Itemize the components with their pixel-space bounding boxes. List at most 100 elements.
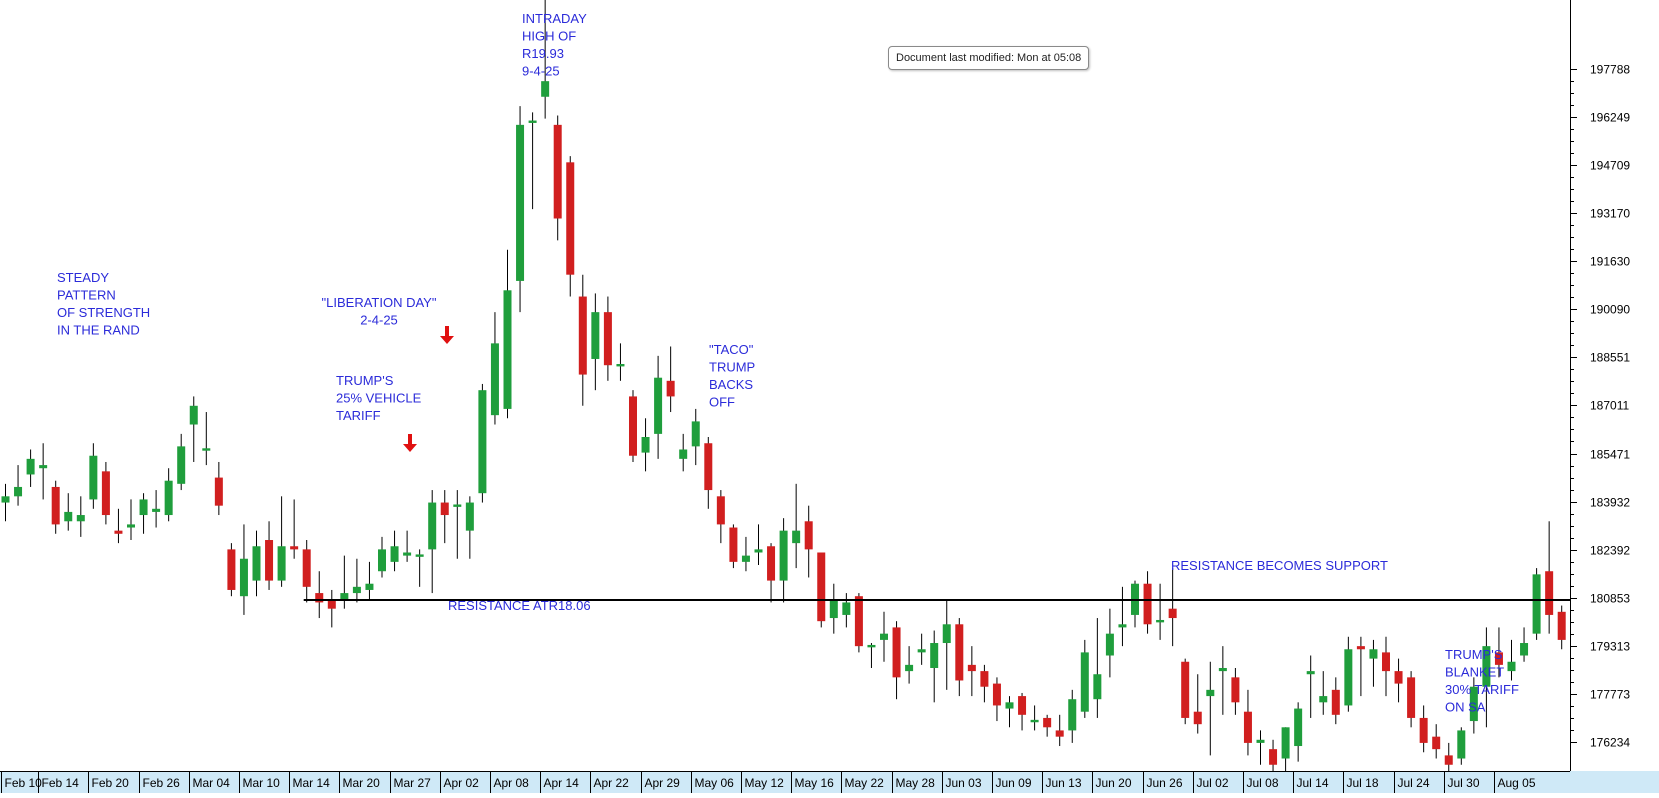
candle xyxy=(1494,627,1503,678)
candle xyxy=(967,646,976,697)
candle xyxy=(1331,677,1340,725)
price-tick-label: 191630 xyxy=(1590,255,1630,269)
candle xyxy=(453,490,462,559)
arrow-head xyxy=(403,444,417,452)
candle-body xyxy=(779,530,788,581)
candle xyxy=(327,589,336,628)
candle xyxy=(528,112,537,210)
candle xyxy=(666,346,675,413)
candle-body xyxy=(892,627,901,678)
annotation-vehicle: TRUMP'S 25% VEHICLE TARIFF xyxy=(336,373,422,423)
candle xyxy=(490,312,499,425)
candle-body xyxy=(967,664,976,672)
candle xyxy=(591,293,600,391)
candle-body xyxy=(955,624,964,681)
candle-body xyxy=(365,583,374,590)
candle-body xyxy=(1281,727,1290,759)
price-tick-label: 183932 xyxy=(1590,496,1630,510)
candle xyxy=(955,618,964,697)
annotation-line: BACKS xyxy=(709,377,753,392)
candle xyxy=(892,621,901,700)
candle-body xyxy=(1093,674,1102,700)
annotation-line: RESISTANCE ATR18.06 xyxy=(448,598,591,613)
candle xyxy=(252,530,261,597)
candle xyxy=(277,496,286,587)
date-tick-label: Apr 14 xyxy=(544,776,580,790)
candle xyxy=(1444,742,1453,771)
annotation-steady: STEADY PATTERN OF STRENGTH IN THE RAND xyxy=(57,270,150,338)
annotation-support: RESISTANCE BECOMES SUPPORT xyxy=(1171,558,1388,573)
date-tick-label: Feb 20 xyxy=(92,776,130,790)
candle xyxy=(880,611,888,662)
candle-body xyxy=(139,499,148,516)
candle-body xyxy=(1143,583,1152,625)
candle xyxy=(76,496,85,537)
candle-body xyxy=(1545,571,1554,615)
candle xyxy=(917,633,926,665)
candle-body xyxy=(729,527,738,562)
candle-body xyxy=(1344,649,1353,706)
date-tick-label: Jul 18 xyxy=(1347,776,1379,790)
candle-body xyxy=(767,546,776,581)
candle-body xyxy=(290,546,299,550)
date-tick-label: Feb 10 xyxy=(5,776,43,790)
candle-body xyxy=(867,644,876,648)
date-tick-label: Jul 30 xyxy=(1448,776,1480,790)
candle-body xyxy=(1294,708,1303,747)
candle xyxy=(352,558,361,603)
candle xyxy=(1356,636,1365,697)
candle-body xyxy=(89,455,98,500)
candle-body xyxy=(1432,736,1441,750)
candle-body xyxy=(930,643,939,668)
annotation-intraday: INTRADAY HIGH OF R19.93 9-4-25 xyxy=(522,11,587,79)
date-tick-label: May 12 xyxy=(745,776,785,790)
candle-body xyxy=(315,593,324,603)
annotation-line: "LIBERATION DAY" xyxy=(322,295,437,310)
candle-body xyxy=(1507,661,1516,672)
price-tick-label: 187011 xyxy=(1590,399,1629,413)
candle-body xyxy=(1469,686,1478,722)
candle-body xyxy=(541,81,550,97)
candle-body xyxy=(1319,696,1328,703)
candle-body xyxy=(352,586,361,594)
candle-body xyxy=(202,448,211,451)
candle xyxy=(365,561,374,600)
price-tick-label: 185471 xyxy=(1590,448,1630,462)
arrow-shaft xyxy=(445,326,449,337)
candle xyxy=(302,540,311,603)
date-tick-label: Apr 22 xyxy=(594,776,630,790)
annotation-liberation: "LIBERATION DAY" 2-4-25 xyxy=(322,295,437,328)
candle xyxy=(1231,667,1240,715)
date-tick-label: Apr 08 xyxy=(494,776,530,790)
down-arrow-icon xyxy=(403,434,417,452)
candle xyxy=(1,483,10,522)
candle-body xyxy=(754,549,763,553)
candle xyxy=(51,480,60,534)
candle xyxy=(39,443,48,500)
candle-body xyxy=(1118,624,1127,628)
annotation-line: PATTERN xyxy=(57,288,116,303)
candle xyxy=(390,530,399,572)
candle xyxy=(465,496,474,559)
candle-body xyxy=(114,530,123,534)
candle xyxy=(804,505,813,578)
candle xyxy=(403,530,412,562)
candle-body xyxy=(465,502,474,531)
date-tick-label: Mar 04 xyxy=(193,776,231,790)
candle xyxy=(290,499,299,559)
date-axis: Feb 10 Feb 14 Feb 20 Feb 26 Mar 04 Mar 10 Mar … xyxy=(0,771,1659,793)
candle-body xyxy=(817,552,826,622)
candle xyxy=(1256,730,1265,765)
candle-body xyxy=(1068,699,1077,731)
candle xyxy=(754,524,763,565)
candle xyxy=(177,433,186,491)
date-tick-label: Jun 09 xyxy=(996,776,1032,790)
candle xyxy=(1545,521,1554,634)
date-tick-label: May 06 xyxy=(695,776,735,790)
date-tick-label: May 22 xyxy=(845,776,885,790)
annotation-line: OF STRENGTH xyxy=(57,305,150,320)
arrow-shaft xyxy=(408,434,412,445)
candle xyxy=(1382,636,1390,697)
candle xyxy=(817,552,826,628)
candle xyxy=(553,115,562,241)
